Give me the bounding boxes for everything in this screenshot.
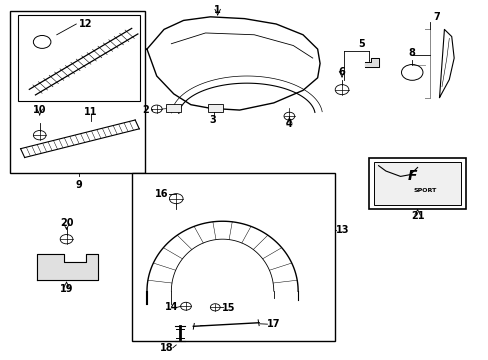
Text: 21: 21 <box>410 211 424 221</box>
Text: SPORT: SPORT <box>412 188 436 193</box>
Text: 4: 4 <box>285 120 292 129</box>
Text: 16: 16 <box>155 189 168 199</box>
Polygon shape <box>365 58 378 67</box>
Text: F: F <box>407 170 417 183</box>
Text: 14: 14 <box>164 302 178 312</box>
Text: 13: 13 <box>336 225 349 235</box>
Text: 19: 19 <box>60 284 73 294</box>
Bar <box>10 12 144 173</box>
Bar <box>166 104 181 112</box>
Text: 9: 9 <box>75 180 82 190</box>
Text: 5: 5 <box>357 39 364 49</box>
Text: 15: 15 <box>222 303 235 314</box>
Bar <box>132 173 334 341</box>
Text: 17: 17 <box>266 319 280 329</box>
Text: 12: 12 <box>79 19 93 29</box>
Text: 10: 10 <box>33 105 46 115</box>
Text: 18: 18 <box>160 343 173 353</box>
Bar <box>368 158 466 209</box>
Text: 11: 11 <box>84 107 98 117</box>
Text: 8: 8 <box>408 48 415 58</box>
Text: 6: 6 <box>338 67 345 77</box>
Text: 3: 3 <box>209 115 216 125</box>
Bar <box>18 15 140 101</box>
Bar <box>207 104 222 112</box>
Text: 20: 20 <box>60 218 73 228</box>
Text: 1: 1 <box>214 5 221 15</box>
Polygon shape <box>37 253 98 280</box>
Text: 2: 2 <box>142 105 149 115</box>
Bar <box>373 162 461 205</box>
Text: 7: 7 <box>433 12 440 22</box>
